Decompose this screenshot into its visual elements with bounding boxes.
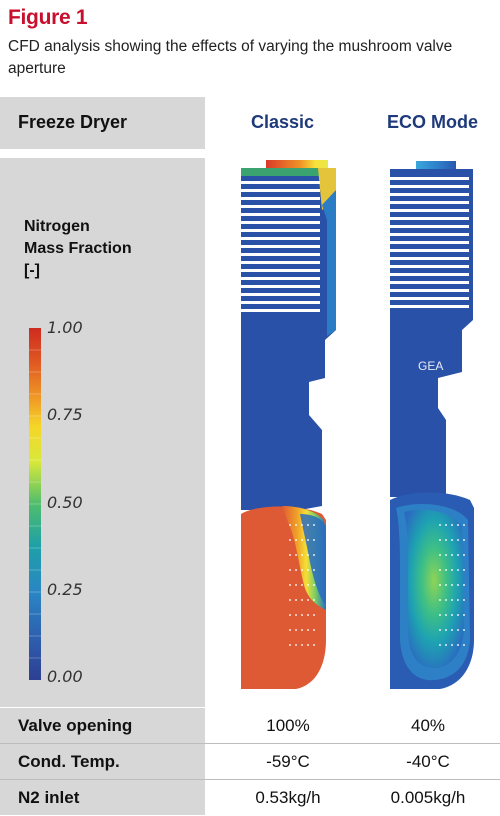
legend-tick-0-00: 0.00 xyxy=(47,667,83,686)
header-right-cell: Classic ECO Mode xyxy=(205,97,500,149)
header-eco-mode: ECO Mode xyxy=(387,112,479,132)
classic-shaft xyxy=(241,176,336,498)
header-row: Freeze Dryer Classic ECO Mode xyxy=(0,97,500,149)
eco-shelf-dots xyxy=(439,524,465,646)
figure-caption: CFD analysis showing the effects of vary… xyxy=(8,38,453,77)
row-label-bg xyxy=(0,780,205,815)
classic-fins xyxy=(241,181,320,312)
legend-tick-0-50: 0.50 xyxy=(47,493,83,512)
row-divider xyxy=(0,779,500,780)
eco-inlet-strip xyxy=(416,161,456,169)
row-label: Valve opening xyxy=(18,716,133,735)
legend-tick-0-25: 0.25 xyxy=(47,580,83,599)
eco-chamber: GEA xyxy=(390,161,474,689)
row-classic-value: -59°C xyxy=(266,752,310,771)
table-row-n2-inlet: N2 inlet 0.53kg/h 0.005kg/h xyxy=(0,780,500,815)
classic-inlet-strip xyxy=(266,160,328,168)
row-label-bg xyxy=(0,744,205,779)
row-divider xyxy=(0,743,500,744)
figure-title: Figure 1 xyxy=(8,6,88,29)
legend-tick-1-00: 1.00 xyxy=(47,318,83,337)
row-eco-value: -40°C xyxy=(406,752,450,771)
eco-fins xyxy=(390,177,469,308)
table-row-valve-opening: Valve opening 100% 40% xyxy=(0,708,500,743)
header-left-cell: Freeze Dryer xyxy=(0,97,205,149)
classic-plume-blue xyxy=(300,514,326,606)
eco-plume-inner xyxy=(404,509,464,668)
legend-title: Nitrogen Mass Fraction [-] xyxy=(24,216,194,282)
classic-valve xyxy=(241,498,322,510)
row-classic-value: 100% xyxy=(266,716,310,735)
classic-top-band xyxy=(241,168,336,176)
colorbar xyxy=(29,328,41,680)
row-eco-value: 40% xyxy=(410,716,446,735)
classic-shelf-dots xyxy=(289,524,315,646)
legend-tick-0-75: 0.75 xyxy=(47,405,83,424)
header-classic: Classic xyxy=(251,112,315,132)
table-row-cond-temp: Cond. Temp. -59°C -40°C xyxy=(0,744,500,779)
legend-title-line-2: Mass Fraction xyxy=(24,240,132,257)
gea-logo: GEA xyxy=(418,359,443,373)
row-classic-value: 0.53kg/h xyxy=(255,788,321,807)
header-gap xyxy=(0,149,500,158)
row-label-bg xyxy=(0,708,205,743)
row-eco-value: 0.005kg/h xyxy=(390,788,466,807)
legend-title-line-1: Nitrogen xyxy=(24,218,90,235)
row-label: N2 inlet xyxy=(18,788,80,807)
colorbar-bands xyxy=(29,349,41,659)
classic-chamber xyxy=(241,160,336,689)
classic-side-gradient xyxy=(322,190,336,336)
header-freeze-dryer: Freeze Dryer xyxy=(18,112,128,132)
row-label: Cond. Temp. xyxy=(18,752,120,771)
legend-title-line-3: [-] xyxy=(24,262,40,279)
